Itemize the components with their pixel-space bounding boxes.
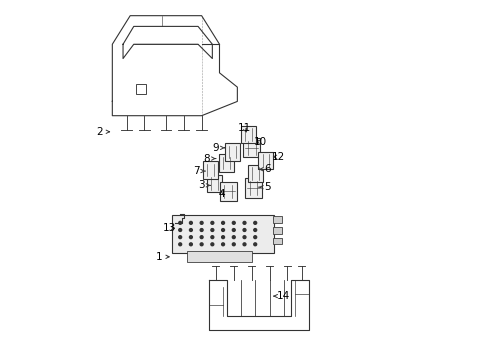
Circle shape (210, 243, 213, 246)
Text: 10: 10 (253, 138, 266, 148)
Circle shape (189, 229, 192, 231)
Text: 4: 4 (218, 189, 224, 199)
Text: 13: 13 (163, 223, 176, 233)
Circle shape (232, 236, 235, 239)
FancyBboxPatch shape (225, 143, 240, 161)
Circle shape (200, 221, 203, 224)
FancyBboxPatch shape (244, 178, 262, 198)
Text: 5: 5 (258, 182, 270, 192)
Circle shape (210, 236, 213, 239)
Circle shape (179, 221, 181, 224)
Circle shape (253, 221, 256, 224)
FancyBboxPatch shape (243, 138, 260, 157)
Circle shape (189, 236, 192, 239)
Text: 1: 1 (155, 252, 169, 262)
Circle shape (253, 229, 256, 231)
FancyBboxPatch shape (206, 175, 221, 192)
FancyBboxPatch shape (203, 161, 218, 179)
Circle shape (221, 243, 224, 246)
Circle shape (210, 229, 213, 231)
Bar (135, 84, 145, 94)
Bar (272, 216, 282, 223)
Text: 6: 6 (258, 164, 270, 174)
Circle shape (243, 236, 245, 239)
Bar (272, 227, 282, 234)
Text: 8: 8 (203, 154, 215, 163)
Text: 11: 11 (237, 123, 251, 133)
Text: 7: 7 (193, 166, 205, 176)
Circle shape (232, 221, 235, 224)
Text: 9: 9 (212, 143, 224, 153)
Circle shape (179, 243, 181, 246)
Text: 3: 3 (198, 180, 210, 190)
Circle shape (221, 229, 224, 231)
Circle shape (179, 236, 181, 239)
FancyBboxPatch shape (247, 165, 262, 182)
Text: 14: 14 (273, 291, 290, 301)
Circle shape (200, 243, 203, 246)
FancyBboxPatch shape (219, 154, 234, 172)
Circle shape (232, 243, 235, 246)
FancyBboxPatch shape (220, 182, 237, 201)
Circle shape (221, 221, 224, 224)
Circle shape (232, 229, 235, 231)
Circle shape (221, 236, 224, 239)
Text: 12: 12 (271, 152, 285, 162)
Bar (272, 238, 282, 244)
Circle shape (179, 229, 181, 231)
FancyBboxPatch shape (172, 215, 274, 252)
Circle shape (243, 221, 245, 224)
Circle shape (189, 221, 192, 224)
Text: 2: 2 (96, 127, 109, 137)
Circle shape (243, 243, 245, 246)
Bar (187, 251, 251, 262)
Circle shape (253, 236, 256, 239)
Circle shape (210, 221, 213, 224)
FancyBboxPatch shape (258, 152, 273, 169)
Circle shape (189, 243, 192, 246)
FancyBboxPatch shape (241, 126, 256, 143)
Circle shape (200, 236, 203, 239)
Circle shape (200, 229, 203, 231)
Circle shape (253, 243, 256, 246)
Circle shape (243, 229, 245, 231)
